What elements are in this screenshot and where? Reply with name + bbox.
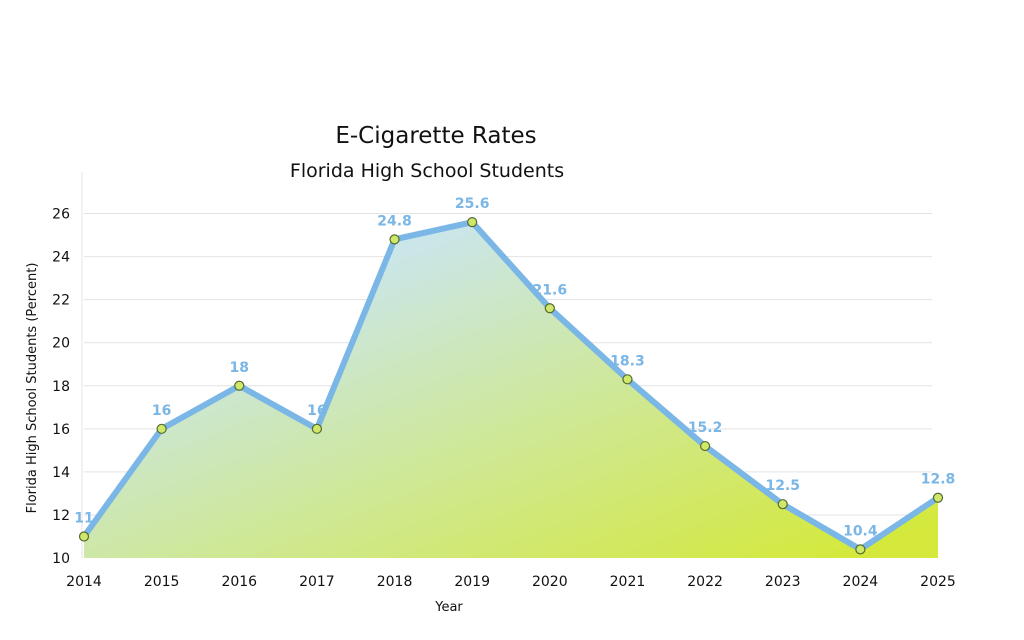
data-point [389,234,400,245]
data-point [932,492,944,503]
y-tick-label: 26 [52,207,70,223]
y-axis-label: Florida High School Students (Percent) [25,263,40,514]
chart-title: E-Cigarette Rates [335,123,536,149]
data-point [311,423,323,434]
data-point [544,303,555,314]
data-point [234,380,245,391]
x-tick-label: 2024 [843,574,879,590]
x-tick-label: 2020 [532,574,568,590]
y-tick-label: 16 [52,422,70,438]
y-tick-label: 22 [52,293,70,309]
data-label-layer: 11 16 18 16 24.8 25.6 21.6 18.3 15.2 12.5 10.4 12.8 [74,196,955,539]
series-line-layer [81,219,941,553]
data-label: 21.6 [533,282,568,298]
data-label: 16 [307,403,326,419]
data-point [699,440,711,452]
x-tick-label: 2021 [610,574,646,590]
x-tick-label: 2016 [221,574,257,590]
data-label: 12.8 [921,472,956,488]
data-point [777,499,788,510]
y-axis-ticks: 10 12 14 16 18 20 22 24 26 [52,207,70,567]
data-point [622,374,633,385]
data-label: 11 [74,510,93,526]
data-label: 12.5 [765,478,800,494]
x-tick-label: 2022 [687,574,723,590]
data-point [467,217,478,228]
y-tick-label: 14 [52,465,70,481]
data-label: 25.6 [455,196,490,212]
series-line [81,219,941,553]
data-label: 24.8 [377,213,412,229]
x-tick-label: 2014 [66,574,102,590]
x-tick-label: 2015 [144,574,180,590]
data-point [78,531,90,542]
x-tick-label: 2019 [454,574,490,590]
y-tick-label: 20 [52,336,70,352]
x-tick-label: 2017 [299,574,335,590]
x-tick-label: 2025 [920,574,956,590]
x-tick-label: 2018 [377,574,413,590]
x-tick-label: 2023 [765,574,801,590]
data-label: 15.2 [688,420,723,436]
data-point [156,423,167,434]
y-tick-label: 18 [52,379,70,395]
data-label: 10.4 [843,523,878,539]
area-fill [84,222,938,558]
y-tick-label: 24 [52,250,70,266]
data-label: 16 [152,403,171,419]
y-tick-label: 10 [52,551,70,567]
data-label: 18.3 [610,353,645,369]
x-axis-ticks: 2014 2015 2016 2017 2018 2019 2020 2021 2022 2023… [66,574,956,590]
y-tick-label: 12 [52,508,70,524]
chart-subtitle: Florida High School Students [290,160,564,182]
data-point [855,544,866,555]
marker-layer [78,217,944,555]
data-label: 18 [230,360,249,376]
x-axis-label: Year [434,600,463,615]
area-fill-layer [84,222,938,558]
